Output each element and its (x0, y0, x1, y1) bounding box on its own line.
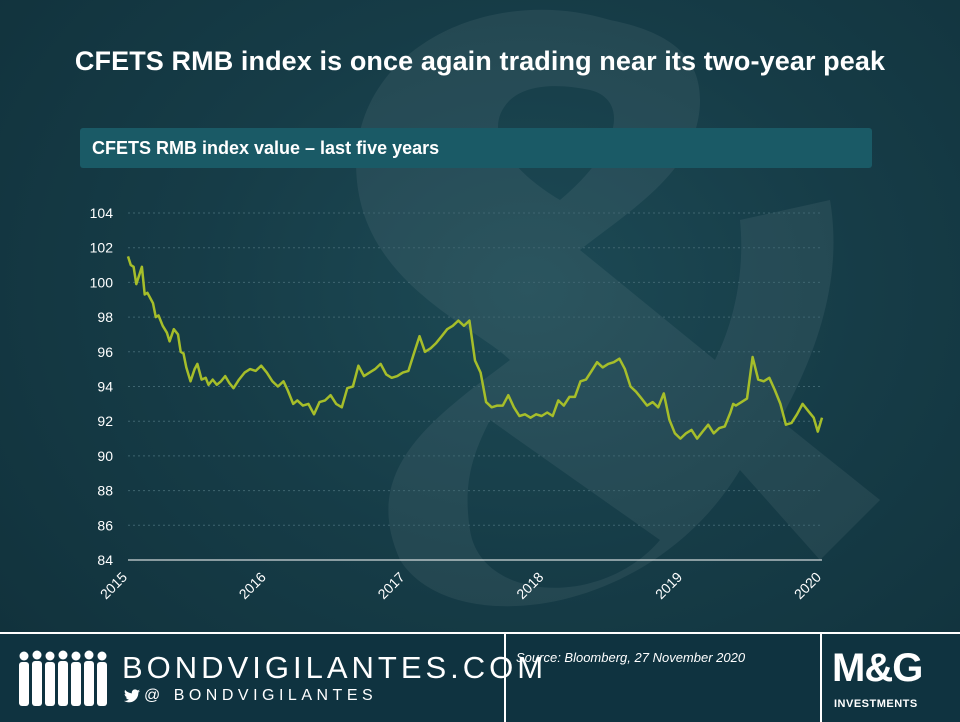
x-tick-label: 2016 (236, 569, 269, 602)
source-note: Source: Bloomberg, 27 November 2020 (516, 650, 746, 665)
twitter-handle: @ BONDVIGILANTES (144, 687, 378, 704)
y-axis-ticks: 84 86 88 90 92 94 96 98 100 102 104 (90, 205, 114, 568)
x-tick-label: 2015 (97, 569, 130, 602)
chart-subtitle-bar: CFETS RMB index value – last five years (80, 128, 872, 168)
x-tick-label: 2020 (791, 569, 824, 602)
brand-name[interactable]: BONDVIGILANTES.COM (122, 650, 548, 685)
y-tick-label: 100 (90, 274, 114, 290)
x-tick-label: 2018 (513, 569, 546, 602)
footer-divider-left (504, 634, 506, 722)
twitter-handle-row[interactable]: @ BONDVIGILANTES (124, 686, 377, 706)
twitter-bird-icon (124, 689, 140, 703)
y-tick-label: 104 (90, 205, 114, 221)
y-tick-label: 84 (97, 552, 113, 568)
footer-divider-right (820, 634, 822, 722)
series-line-cfets-rmb-index (126, 256, 824, 440)
x-axis-ticks: 2015 2016 2017 2018 2019 2020 (97, 569, 824, 602)
y-tick-label: 96 (97, 344, 113, 360)
x-tick-label: 2017 (374, 569, 407, 602)
y-tick-label: 102 (90, 240, 114, 256)
page-title: CFETS RMB index is once again trading ne… (74, 46, 886, 76)
chart-subtitle: CFETS RMB index value – last five years (92, 138, 440, 158)
footer: BONDVIGILANTES.COM @ BONDVIGILANTES Sour… (0, 632, 960, 722)
gridlines (128, 212, 822, 526)
y-tick-label: 86 (97, 517, 113, 533)
mg-investments-logo: M&G INVESTMENTS (832, 646, 950, 714)
logo-sub-text: INVESTMENTS (834, 698, 918, 710)
logo-main-text: M&G (832, 646, 923, 690)
x-tick-label: 2019 (652, 569, 685, 602)
y-tick-label: 90 (97, 448, 113, 464)
y-tick-label: 88 (97, 483, 113, 499)
y-tick-label: 92 (97, 413, 113, 429)
y-tick-label: 98 (97, 309, 113, 325)
people-silhouettes-icon (19, 650, 107, 706)
y-tick-label: 94 (97, 379, 113, 395)
